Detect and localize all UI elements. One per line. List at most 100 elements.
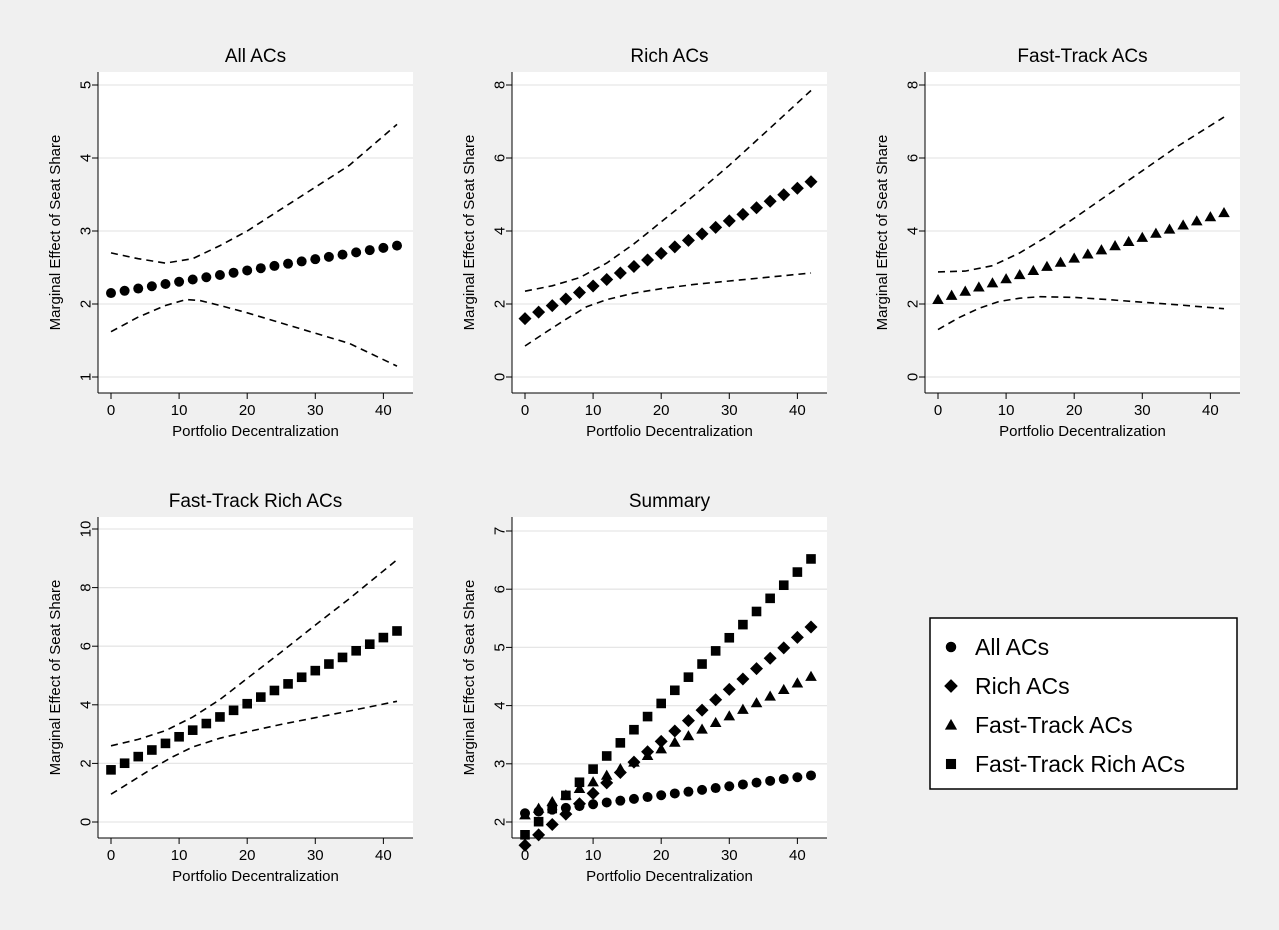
series-0-point-marker — [669, 788, 680, 799]
point-marker — [627, 259, 641, 273]
x-tick-label: 20 — [653, 402, 670, 419]
series-1-point-marker — [722, 682, 736, 696]
point-marker — [228, 705, 239, 716]
point-marker — [1218, 206, 1230, 218]
series-1-point-marker — [572, 797, 586, 811]
x-tick-label: 20 — [239, 402, 256, 419]
series-0-point-marker — [656, 790, 667, 801]
x-tick-label: 10 — [171, 402, 188, 419]
y-tick-label: 8 — [492, 81, 509, 89]
point-marker — [668, 240, 682, 254]
x-tick-label: 40 — [375, 402, 392, 419]
legend-entry: Fast-Track Rich ACs — [975, 751, 1185, 777]
series-3-point-marker — [738, 619, 748, 630]
point-marker — [572, 286, 586, 300]
series-0-point-marker — [628, 793, 639, 804]
series-1-point-marker — [681, 714, 695, 728]
series-3-point-marker — [642, 711, 653, 722]
series-0-point-marker — [601, 797, 612, 808]
series-2-point-marker — [669, 736, 681, 747]
ci-upper-line — [937, 116, 1225, 273]
point-marker — [959, 285, 972, 296]
y-tick-label: 6 — [492, 154, 509, 162]
y-tick-label: 1 — [78, 373, 95, 381]
x-tick-label: 40 — [375, 847, 392, 864]
point-marker — [174, 276, 185, 287]
series-3-point-marker — [806, 554, 816, 564]
chart-panel-2: 0 2 4 6 8 0 10 20 30 40 Fast-Track ACs Portfolio De… — [874, 46, 1240, 440]
point-marker — [147, 745, 157, 755]
point-marker — [255, 263, 266, 274]
point-marker — [1177, 219, 1189, 230]
point-marker — [392, 626, 402, 636]
series-0-point-marker — [615, 795, 626, 806]
y-tick-label: 4 — [492, 227, 509, 235]
series-2-point-marker — [737, 703, 749, 714]
series-0-point-marker — [710, 783, 721, 794]
series-0-point-marker — [751, 777, 762, 788]
series-3-point-marker — [792, 567, 803, 577]
ci-lower-line — [110, 700, 398, 795]
series-3-point-marker — [601, 751, 612, 761]
series-0-point-marker — [778, 774, 789, 785]
point-marker — [201, 272, 212, 283]
series-3-point-marker — [547, 803, 558, 814]
series-1-point-marker — [763, 651, 777, 665]
series-2-point-marker — [532, 802, 545, 813]
series-2-point-marker — [587, 776, 599, 787]
x-tick-label: 20 — [653, 847, 670, 864]
point-marker — [681, 233, 695, 247]
y-tick-label: 6 — [78, 642, 95, 650]
series-0-point-marker — [737, 779, 748, 790]
point-marker — [1150, 227, 1162, 238]
y-axis-label: Marginal Effect of Seat Share — [461, 580, 478, 776]
point-marker — [777, 188, 791, 202]
chart-panel-3: 0 2 4 6 8 10 0 10 20 30 40 Fast-Track Rich ACs Portf… — [47, 491, 413, 885]
x-axis-label: Portfolio Decentralization — [172, 423, 339, 440]
point-marker — [296, 256, 307, 267]
series-2-point-marker — [546, 796, 559, 807]
x-tick-label: 40 — [1202, 402, 1219, 419]
series-2-point-marker — [600, 769, 613, 780]
plot-area — [925, 72, 1240, 393]
series-1-point-marker — [777, 641, 791, 655]
legend-marker-square — [945, 758, 957, 770]
point-marker — [641, 253, 655, 267]
x-tick-label: 0 — [521, 847, 529, 864]
series-2-point-marker — [614, 763, 627, 774]
y-tick-label: 7 — [492, 527, 509, 535]
series-0-point-marker — [588, 799, 599, 810]
series-3-point-marker — [724, 632, 735, 643]
series-2-point-marker — [764, 690, 776, 701]
series-1-point-marker — [668, 724, 682, 738]
x-axis-label: Portfolio Decentralization — [586, 423, 753, 440]
point-marker — [256, 692, 266, 702]
point-marker — [1068, 252, 1080, 263]
point-marker — [228, 267, 239, 278]
x-tick-label: 40 — [789, 847, 806, 864]
series-2-point-marker — [750, 697, 763, 708]
x-tick-label: 30 — [721, 402, 738, 419]
y-tick-label: 4 — [78, 701, 95, 709]
y-axis-label: Marginal Effect of Seat Share — [874, 135, 891, 331]
point-marker — [242, 265, 253, 276]
series-2-point-marker — [805, 670, 817, 681]
series-0-point-marker — [697, 784, 708, 795]
series-1-point-marker — [654, 734, 668, 748]
ci-upper-line — [524, 89, 812, 292]
point-marker — [201, 718, 212, 729]
series-2-point-marker — [655, 743, 667, 754]
series-3-point-marker — [765, 593, 775, 604]
x-tick-label: 30 — [307, 402, 324, 419]
panel-title: Rich ACs — [630, 46, 708, 67]
series-3-point-marker — [629, 724, 639, 735]
point-marker — [709, 220, 723, 234]
y-tick-label: 3 — [78, 227, 95, 235]
ci-lower-line — [110, 298, 398, 367]
point-marker — [518, 312, 532, 326]
series-3-point-marker — [615, 738, 626, 748]
point-marker — [932, 293, 944, 304]
series-2-point-marker — [628, 756, 640, 767]
series-2-point-marker — [709, 716, 722, 728]
point-marker — [1013, 269, 1026, 280]
